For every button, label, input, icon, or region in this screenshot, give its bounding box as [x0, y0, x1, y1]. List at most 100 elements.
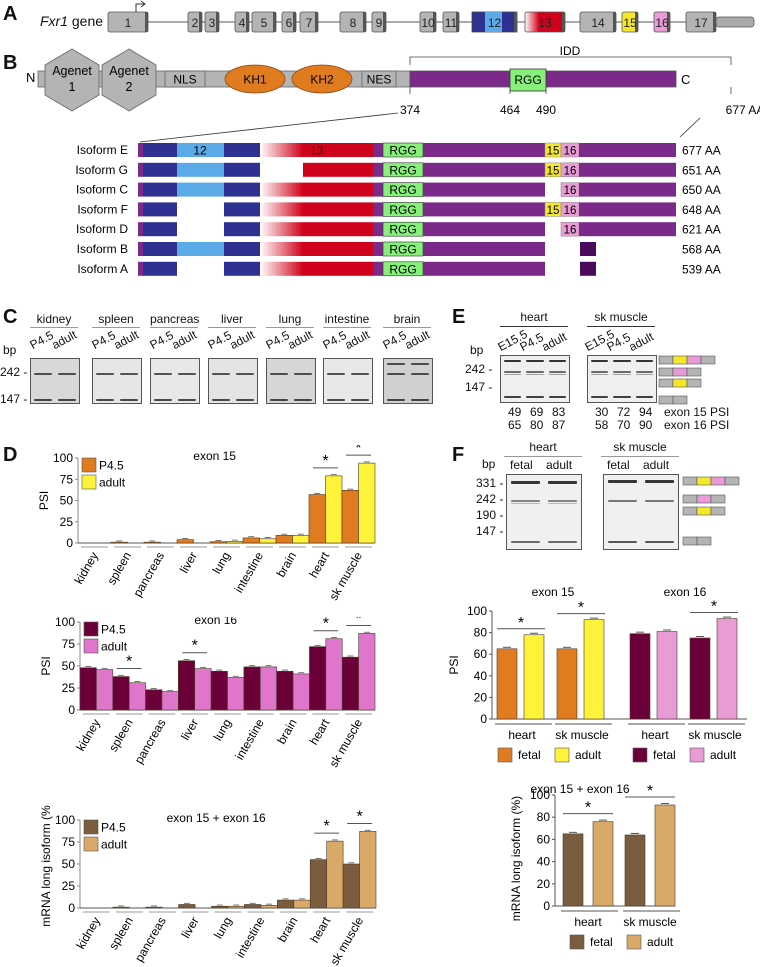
gel-band — [269, 373, 289, 375]
agenet-1-domain — [44, 48, 100, 112]
bar-brain-P4-5 — [275, 535, 293, 544]
isoform-exon-12-flank — [224, 261, 260, 276]
exon-edge — [273, 12, 276, 32]
isoform-exon-12-flank — [224, 202, 260, 217]
y-tick-label: 0 — [66, 536, 73, 550]
isoform-c-region — [423, 242, 545, 256]
exon-label: 15 — [623, 16, 637, 30]
gel-lung — [266, 358, 316, 404]
schematic-exon — [710, 506, 726, 516]
isoform-c-region — [423, 222, 545, 237]
bar-liver-adult — [194, 668, 212, 711]
exon-label: 1 — [125, 16, 132, 30]
protein-domain-diagram: N C Agenet 1 Agenet 2 NLS KH1 KH2 NES RGG IDD 374 464… — [26, 45, 760, 276]
gel-band — [645, 480, 674, 483]
bar-pancreas-P4-5 — [143, 541, 161, 544]
bar-brain-adult — [293, 899, 311, 909]
bar-heart-P4-5 — [309, 859, 327, 909]
tissue-label: heart — [500, 310, 568, 327]
exon-edge — [145, 12, 148, 32]
gel-band — [386, 363, 406, 365]
agenet-2-domain-number: 2 — [126, 80, 133, 94]
lane-label: adult — [539, 329, 569, 354]
isoform-exon-12-flank — [224, 182, 260, 197]
gel-band — [549, 374, 567, 376]
gel-sk-muscle — [587, 355, 657, 403]
gel-band — [503, 371, 521, 373]
gel-heart — [506, 474, 582, 550]
y-tick-label: 80 — [537, 810, 551, 824]
exon16-psi-row-label: exon 16 PSI — [664, 418, 730, 432]
bar-intestine-P4-5 — [242, 537, 260, 544]
schematic-exon — [696, 506, 712, 516]
exon15-psi-value: 49 — [508, 405, 522, 419]
gel-band — [269, 399, 289, 401]
significance-star: * — [355, 445, 361, 457]
panel-label-b: B — [3, 52, 18, 74]
bar-brain-adult — [292, 535, 310, 544]
schematic-exon — [696, 494, 712, 504]
gel-band — [613, 360, 631, 362]
exon15-psi-value: 30 — [595, 405, 609, 419]
gel-band — [153, 373, 173, 375]
exon-16-label: 16 — [564, 165, 577, 177]
exon16-psi-value: 65 — [508, 418, 522, 432]
gel-band — [636, 360, 654, 362]
bar-spleen-P4-5 — [110, 541, 128, 544]
agenet-2-domain — [101, 48, 157, 112]
gel-band — [548, 481, 577, 484]
x-tick-label: intestine — [232, 716, 267, 762]
exon16-psi-value: 90 — [639, 418, 653, 432]
exon-edge — [713, 12, 716, 32]
marker-242: 242 - — [465, 362, 493, 376]
panel-label-c: C — [3, 306, 18, 328]
y-tick-label: 20 — [537, 877, 551, 891]
x-tick-label: brain — [275, 915, 300, 945]
exon-edge — [667, 12, 670, 32]
x-tick-label: sk muscle — [555, 728, 609, 742]
gel-band — [549, 371, 567, 373]
isoform-name: Isoform C — [76, 183, 128, 197]
isoform-row: Isoform B RGG 568 AA — [77, 241, 721, 257]
bar-liver-P4-5 — [176, 539, 194, 544]
x-tick-label: brain — [274, 717, 299, 747]
isoform-exon-11-seg — [143, 242, 177, 256]
x-tick-label: liver — [178, 717, 201, 743]
bp-label: bp — [3, 343, 17, 357]
gel-band — [608, 500, 637, 502]
exon-edge — [363, 12, 366, 32]
schematic-exon — [672, 355, 688, 365]
y-tick-label: 40 — [474, 669, 488, 683]
isoform-c-tail — [579, 202, 676, 217]
schematic-exon — [686, 367, 702, 377]
bar-exon-16-sk-muscle-adult — [716, 618, 738, 720]
isoform-exon-12 — [177, 162, 224, 177]
bar-brain-P4-5 — [277, 899, 295, 909]
exon-edge — [562, 12, 565, 32]
rt-pcr-gel-developmental: bp 242 -147 - heart E15.5 P4.5 adult 49 69 83 65 8… — [440, 300, 760, 440]
nes-domain — [361, 70, 397, 88]
legend-swatch-adult — [554, 747, 570, 763]
bar-heart-adult — [592, 821, 614, 907]
chart-title: exon 15 — [193, 449, 236, 463]
gel-band — [548, 503, 577, 504]
kh2-domain — [291, 64, 353, 94]
isoform-length: 568 AA — [682, 243, 721, 257]
bar-pancreas-P4-5 — [145, 689, 163, 711]
gel-band — [613, 371, 631, 373]
isoform-exon-11-seg — [143, 143, 177, 157]
isoform-row: Isoform F RGG 15 16 648 AA — [77, 202, 721, 217]
position-label: 490 — [536, 103, 556, 117]
gel-band — [636, 396, 654, 398]
bar-lung-P4-5 — [210, 670, 228, 711]
gel-intestine — [323, 358, 373, 404]
significance-star: * — [585, 800, 591, 817]
bar-sk-muscle-adult — [358, 633, 376, 711]
exon-label: 14 — [591, 16, 605, 30]
exon15-psi-value: 69 — [530, 405, 544, 419]
bar-exon-16-sk-muscle-fetal — [689, 637, 711, 720]
bar-liver-P4-5 — [178, 904, 196, 909]
gel-band — [503, 396, 521, 398]
rt-pcr-gel-tissues: bp 242 -147 - kidney P4.5 adult spleen P4.5 adu… — [0, 300, 440, 410]
c-terminus-label: C — [681, 72, 690, 87]
